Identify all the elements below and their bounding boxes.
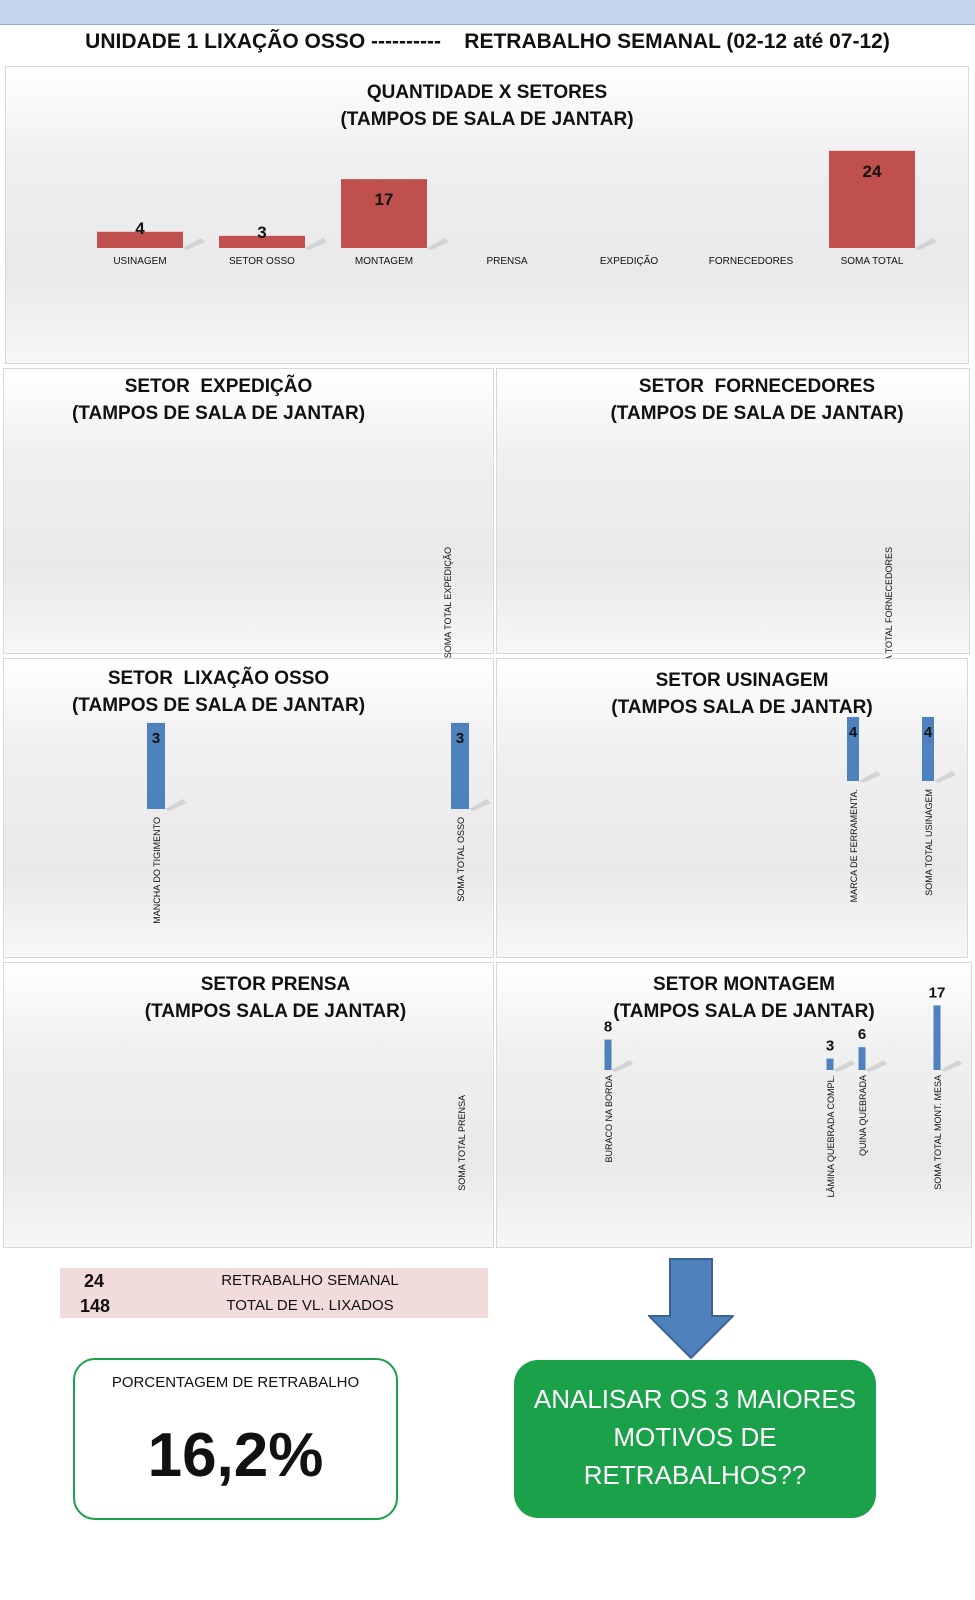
bar (826, 1058, 834, 1070)
bar-shadow (934, 771, 956, 783)
bar-shadow (915, 238, 937, 250)
bar (341, 179, 427, 248)
tick-label: PRENSA (486, 256, 527, 267)
bar (847, 717, 859, 781)
weekly-rework-value: 24 (84, 1271, 105, 1291)
chart-panel-prensa: SETOR PRENSA (TAMPOS SALA DE JANTAR) SOM… (3, 962, 494, 1248)
chart-title: SETOR PRENSA (200, 974, 351, 995)
tick-label: QUINA QUEBRADA (858, 1075, 868, 1156)
tick-label: EXPEDIÇÃO (600, 254, 659, 267)
chart-subtitle: (TAMPOS SALA DE JANTAR) (613, 1001, 875, 1022)
chart-usinagem: 4 MARCA DE FERRAMENTA. 4 SOMA TOTAL USINAGE… (847, 717, 956, 902)
chart-setores: 4 USINAGEM 3 SETOR OSSO 17 MONTAGEM PRENSA EXPE… (97, 150, 937, 267)
chart-panel-fornecedores: SETOR FORNECEDORES (TAMPOS DE SALA DE JA… (496, 368, 970, 682)
weekly-rework-label: RETRABALHO SEMANAL (221, 1272, 399, 1289)
page-title: UNIDADE 1 LIXAÇÃO OSSO ---------- RETRAB… (85, 30, 890, 53)
chart-prensa: SOMA TOTAL PRENSA (457, 1095, 467, 1191)
tick-label: SOMA TOTAL PRENSA (457, 1095, 467, 1191)
tick-label: MANCHA DO TIGIMENTO (152, 817, 162, 924)
total-sanded-value: 148 (80, 1296, 111, 1316)
data-label: 4 (849, 724, 858, 741)
callout-line: ANALISAR OS 3 MAIORES (533, 1384, 857, 1414)
data-label: 4 (135, 219, 145, 238)
data-label: 3 (456, 730, 464, 747)
analyze-callout: ANALISAR OS 3 MAIORES MOTIVOS DE RETRABA… (514, 1360, 876, 1518)
chart-lixacao: 3 MANCHA DO TIGIMENTO 3 SOMA TOTAL OSSO (147, 722, 491, 924)
bar-shadow (865, 1060, 888, 1072)
chart-panel-montagem: SETOR MONTAGEM (TAMPOS SALA DE JANTAR) 8… (496, 962, 972, 1248)
tick-label: SETOR OSSO (229, 256, 295, 267)
tick-label: SOMA TOTAL MONT. MESA (933, 1075, 943, 1190)
tick-label: LÂMINA QUEBRADA COMPL. (826, 1075, 836, 1198)
tick-label: FORNECEDORES (709, 256, 794, 267)
chart-subtitle: (TAMPOS SALA DE JANTAR) (611, 697, 873, 718)
bar-shadow (183, 238, 205, 250)
bar-shadow (305, 238, 327, 250)
percentage-value: 16,2% (147, 1421, 324, 1490)
chart-fornecedores: SOMA TOTAL FORNECEDORES (884, 547, 894, 682)
bar-shadow (833, 1060, 856, 1072)
chart-panel-setores: QUANTIDADE X SETORES (TAMPOS DE SALA DE … (5, 66, 969, 364)
bar-shadow (859, 771, 881, 783)
data-label: 17 (375, 190, 394, 209)
data-label: 4 (924, 724, 933, 741)
bar (147, 722, 165, 809)
down-arrow-icon (648, 1258, 734, 1360)
chart-subtitle: (TAMPOS DE SALA DE JANTAR) (340, 109, 634, 130)
callout-line: MOTIVOS DE (613, 1422, 777, 1452)
chart-panel-expedicao: SETOR EXPEDIÇÃO (TAMPOS DE SALA DE JANTA… (3, 368, 494, 658)
bar-shadow (427, 238, 449, 250)
data-label: 17 (929, 984, 946, 1001)
chart-subtitle: (TAMPOS DE SALA DE JANTAR) (71, 403, 366, 424)
total-sanded-label: TOTAL DE VL. LIXADOS (226, 1297, 394, 1314)
chart-panel-usinagem: SETOR USINAGEM (TAMPOS SALA DE JANTAR) 4… (496, 658, 968, 958)
tick-label: USINAGEM (113, 256, 166, 267)
percentage-box: PORCENTAGEM DE RETRABALHO 16,2% (73, 1358, 398, 1520)
bar (97, 231, 183, 248)
tick-label: SOMA TOTAL FORNECEDORES (884, 547, 894, 682)
percentage-title: PORCENTAGEM DE RETRABALHO (111, 1374, 360, 1391)
data-label: 8 (604, 1019, 612, 1036)
bar (922, 717, 934, 781)
callout-line: RETRABALHOS?? (583, 1460, 807, 1490)
bar (858, 1047, 866, 1070)
tick-label: SOMA TOTAL OSSO (456, 817, 466, 902)
chart-subtitle: (TAMPOS SALA DE JANTAR) (144, 1001, 407, 1022)
top-bar (0, 0, 975, 25)
bar (933, 1005, 941, 1070)
tick-label: SOMA TOTAL USINAGEM (924, 789, 934, 896)
chart-panel-lixacao: SETOR LIXAÇÃO OSSO (TAMPOS DE SALA DE JA… (3, 658, 494, 958)
chart-title: SETOR USINAGEM (655, 670, 829, 691)
bar (829, 150, 915, 248)
data-label: 24 (863, 162, 882, 181)
tick-label: MONTAGEM (355, 256, 413, 267)
chart-title: SETOR FORNECEDORES (638, 376, 876, 397)
chart-subtitle: (TAMPOS DE SALA DE JANTAR) (610, 403, 904, 424)
bar (219, 235, 305, 248)
bar-shadow (165, 799, 187, 811)
summary-box: 24 RETRABALHO SEMANAL 148 TOTAL DE VL. L… (60, 1268, 488, 1318)
bar-shadow (611, 1060, 634, 1072)
chart-expedicao: SOMA TOTAL EXPEDIÇÃO (443, 547, 453, 658)
tick-label: SOMA TOTAL (841, 256, 904, 267)
chart-title: SETOR MONTAGEM (653, 974, 835, 995)
data-label: 3 (257, 223, 266, 242)
chart-montagem: 8 BURACO NA BORDA 3 LÂMINA QUEBRADA COMPL. 6… (604, 984, 963, 1198)
bar-shadow (469, 799, 491, 811)
tick-label: BURACO NA BORDA (604, 1075, 614, 1163)
chart-title: QUANTIDADE X SETORES (366, 82, 608, 103)
data-label: 3 (152, 730, 160, 747)
tick-label: MARCA DE FERRAMENTA. (849, 789, 859, 902)
chart-title: SETOR LIXAÇÃO OSSO (107, 668, 330, 689)
bar (451, 722, 469, 809)
bar-shadow (940, 1060, 963, 1072)
tick-label: SOMA TOTAL EXPEDIÇÃO (443, 547, 453, 658)
bar (604, 1039, 612, 1070)
chart-title: SETOR EXPEDIÇÃO (124, 376, 313, 397)
chart-subtitle: (TAMPOS DE SALA DE JANTAR) (71, 695, 366, 716)
data-label: 6 (858, 1026, 866, 1043)
data-label: 3 (826, 1038, 834, 1055)
